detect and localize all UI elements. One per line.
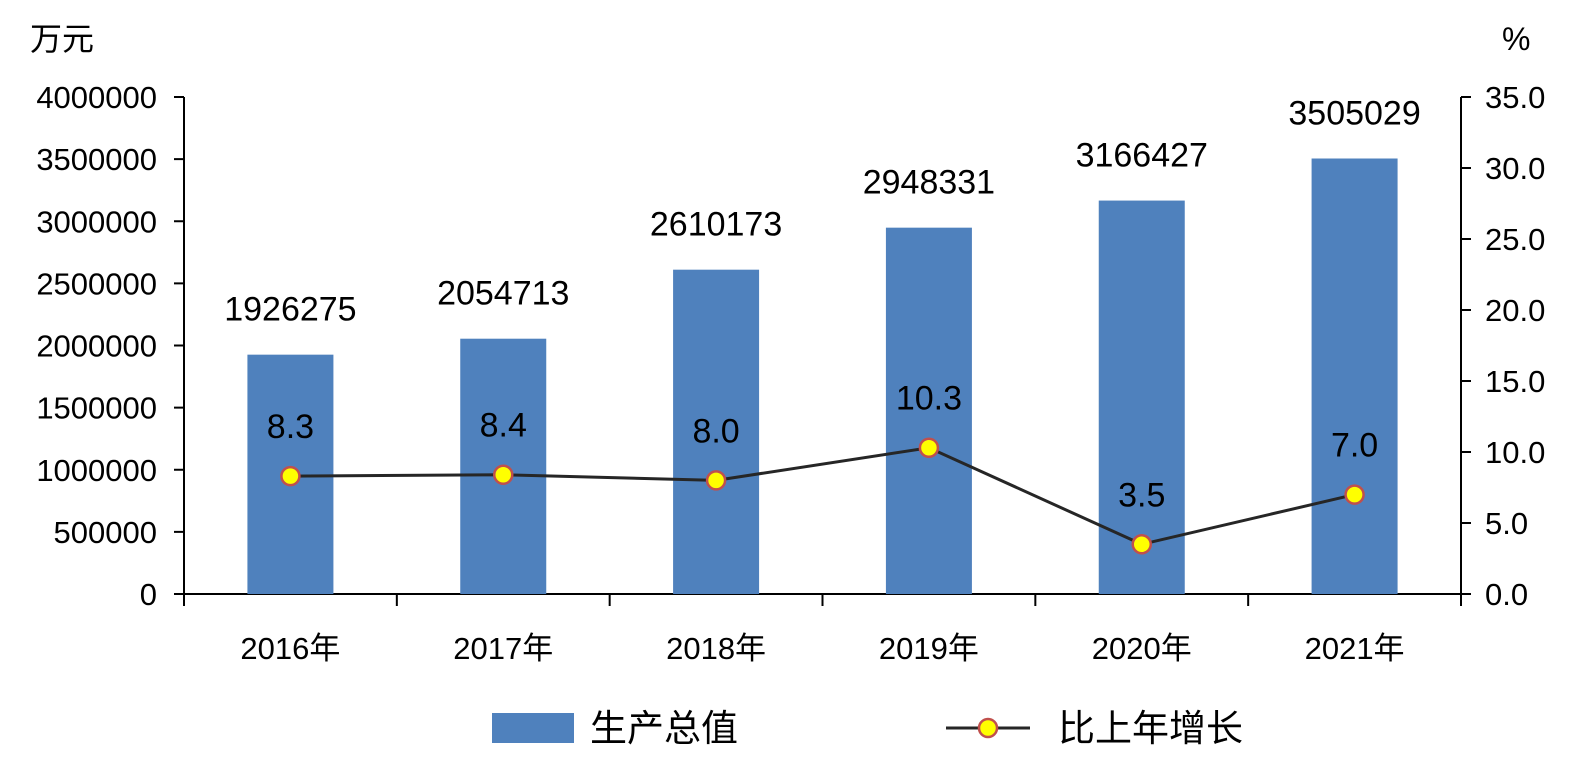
plot-area: 0 500000 1000000 1500000 2000000 2500000 30000… — [36, 80, 1545, 666]
legend-bar-swatch — [492, 713, 574, 743]
left-axis-tick-label: 500000 — [54, 515, 157, 550]
left-axis-tick-label: 2500000 — [36, 266, 157, 301]
bar-value-label: 2054713 — [437, 275, 569, 313]
left-axis-tick-label: 1500000 — [36, 391, 157, 426]
bar-value-label: 2610173 — [650, 206, 782, 244]
left-axis-tick-label: 1000000 — [36, 453, 157, 488]
left-axis-tick-label: 4000000 — [36, 80, 157, 115]
growth-value-label: 8.3 — [267, 408, 314, 446]
x-axis-category-label: 2017年 — [453, 631, 553, 666]
legend: 生产总值 比上年增长 — [492, 708, 1243, 749]
x-axis-category-label: 2021年 — [1305, 631, 1405, 666]
growth-value-label: 8.0 — [692, 412, 739, 450]
growth-value-label: 8.4 — [480, 407, 527, 445]
x-axis-category-label: 2019年 — [879, 631, 979, 666]
growth-marker — [918, 437, 940, 458]
bar-value-label: 2948331 — [863, 164, 995, 202]
right-axis-tick-label: 10.0 — [1485, 435, 1545, 470]
left-axis-tick-label: 3500000 — [36, 142, 157, 177]
x-axis-category-label: 2016年 — [240, 631, 340, 666]
right-axis-tick-label: 5.0 — [1485, 506, 1528, 541]
right-axis-tick-label: 35.0 — [1485, 80, 1545, 115]
growth-line — [290, 446, 1355, 546]
bar-value-label: 3166427 — [1076, 137, 1208, 175]
growth-marker — [705, 470, 727, 491]
right-axis-tick-label: 25.0 — [1485, 222, 1545, 257]
left-axis-tick-label: 2000000 — [36, 329, 157, 364]
legend-bar-label: 生产总值 — [590, 708, 738, 749]
right-axis-unit: % — [1502, 21, 1530, 57]
legend-line-marker — [977, 717, 999, 739]
right-axis-tick-label: 15.0 — [1485, 364, 1545, 399]
left-axis-tick-label: 0 — [140, 577, 157, 612]
bar — [1098, 200, 1185, 594]
x-axis-category-label: 2018年 — [666, 631, 766, 666]
growth-marker — [280, 465, 301, 487]
growth-value-label: 7.0 — [1331, 427, 1378, 465]
growth-marker — [1131, 534, 1152, 555]
x-axis-category-label: 2020年 — [1092, 631, 1192, 666]
right-axis-tick-label: 30.0 — [1485, 151, 1545, 186]
growth-value-label: 3.5 — [1118, 476, 1165, 514]
right-axis-tick-label: 20.0 — [1485, 293, 1545, 328]
growth-value-label: 10.3 — [896, 380, 962, 418]
right-axis-tick-label: 0.0 — [1485, 577, 1528, 612]
growth-marker — [493, 464, 514, 485]
bar-value-label: 1926275 — [224, 291, 356, 329]
bar — [1311, 158, 1398, 594]
bar — [885, 227, 972, 595]
growth-marker — [1344, 484, 1365, 505]
left-axis-tick-label: 3000000 — [36, 204, 157, 239]
bar-value-label: 3505029 — [1288, 95, 1420, 133]
left-axis-unit: 万元 — [30, 21, 94, 57]
bar — [673, 269, 760, 594]
legend-line-label: 比上年增长 — [1058, 708, 1243, 749]
